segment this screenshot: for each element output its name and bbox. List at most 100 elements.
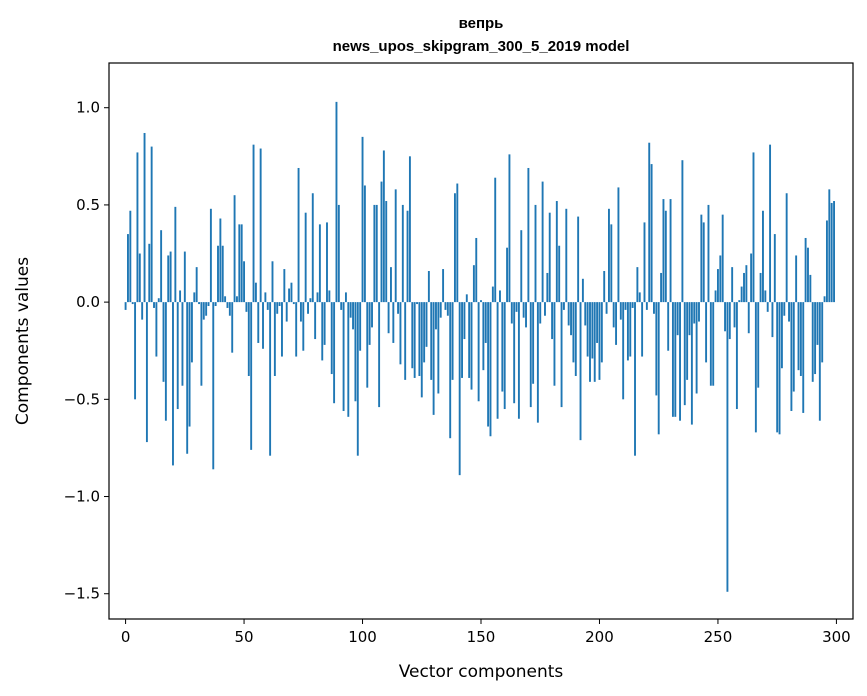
bar-250 [716,269,719,303]
bar-234 [679,302,681,421]
bar-260 [740,286,743,303]
bar-121 [411,302,414,369]
bar-71 [292,302,295,305]
x-tick-label-0: 0 [121,628,131,646]
bar-154 [489,302,492,437]
bar-272 [769,144,772,303]
bar-43 [226,302,229,308]
bar-265 [752,152,755,303]
bar-169 [525,302,527,328]
bar-88 [333,302,336,404]
bar-76 [304,212,307,303]
bar-267 [757,302,760,388]
bar-278 [783,302,786,316]
bar-242 [698,302,700,322]
bar-185 [562,302,565,310]
bar-143 [463,302,466,340]
bar-133 [439,302,442,318]
bar-189 [572,302,575,363]
bar-75 [302,302,305,351]
bar-110 [385,201,388,303]
bar-178 [546,272,549,303]
bar-279 [785,193,788,303]
bar-246 [707,204,710,303]
bar-135 [444,302,447,310]
bar-223 [653,302,655,314]
bar-201 [600,302,603,363]
bar-193 [581,278,584,303]
bar-281 [790,302,793,411]
bar-172 [532,302,535,384]
bar-136 [446,302,449,316]
y-tick-label-4: 0.5 [76,196,100,214]
bar-125 [420,302,423,398]
bar-4 [134,302,137,400]
bar-190 [574,302,577,376]
bar-210 [622,302,625,400]
bar-140 [456,183,459,303]
bar-57 [259,148,262,303]
bar-23 [179,290,182,303]
bar-268 [759,272,762,303]
bar-186 [565,208,568,303]
bar-271 [766,302,769,312]
bar-269 [762,210,764,303]
bar-87 [330,302,333,375]
bar-93 [344,292,347,303]
bar-22 [176,302,179,410]
bar-296 [825,220,828,303]
bar-108 [380,181,383,303]
bar-274 [773,234,776,303]
bar-142 [461,302,463,378]
bar-119 [406,210,409,303]
bar-105 [373,204,376,303]
bar-81 [316,292,319,303]
bar-100 [361,136,364,303]
bar-77 [307,302,309,314]
bar-51 [245,302,248,312]
bar-233 [676,302,679,336]
bar-262 [745,265,748,303]
bar-168 [522,302,525,318]
bar-56 [257,302,260,343]
bar-184 [560,302,563,408]
bar-95 [349,302,352,318]
bar-5 [136,152,139,303]
y-tick-label-0: −1.5 [64,585,100,603]
bar-155 [491,286,494,303]
bar-131 [435,302,437,330]
bar-205 [610,224,613,303]
bar-55 [254,282,257,303]
bar-84 [323,302,326,345]
bar-37 [212,302,215,470]
bar-20 [172,302,174,466]
bar-79 [311,193,314,303]
bar-294 [821,302,824,363]
bar-147 [472,265,475,303]
bar-163 [510,302,513,324]
bar-69 [288,288,291,303]
bar-59 [264,292,267,303]
bar-130 [432,302,435,415]
bar-29 [193,292,196,303]
bar-6 [138,253,141,303]
bar-145 [468,302,471,378]
bars [124,101,835,592]
bar-31 [198,302,200,305]
bar-237 [686,302,689,380]
bar-109 [382,150,385,303]
bar-2 [129,210,132,303]
bar-156 [494,177,497,303]
bar-91 [340,302,343,310]
x-tick-label-300: 300 [822,628,851,646]
bar-70 [290,282,293,303]
bar-251 [719,255,722,303]
bar-179 [548,212,551,303]
bar-66 [281,302,283,357]
bar-173 [534,204,537,303]
x-tick-label-100: 100 [348,628,377,646]
bar-230 [669,199,672,303]
bar-213 [629,302,632,357]
bar-101 [363,185,366,303]
chart-title: вепрь [459,15,504,32]
